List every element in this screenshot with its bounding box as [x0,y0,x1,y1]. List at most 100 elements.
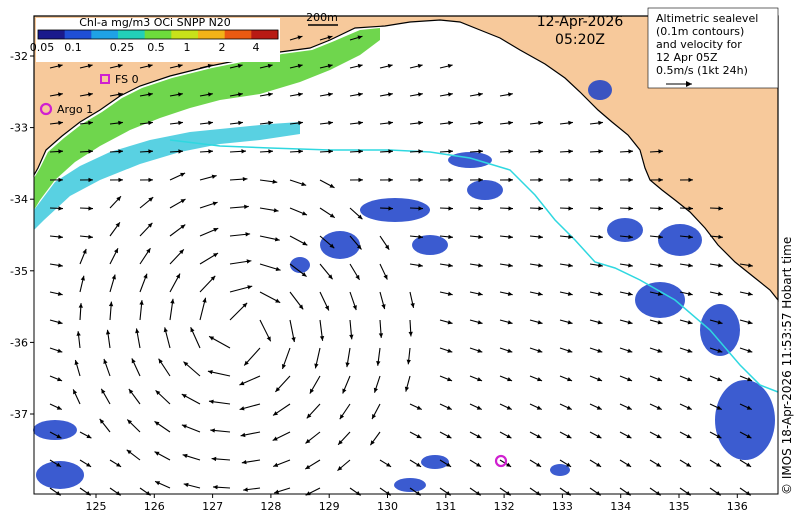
velocity-arrow [739,319,753,325]
velocity-arrow [289,63,303,69]
velocity-arrow [305,431,321,444]
velocity-arrow [408,319,413,337]
velocity-arrow [469,291,483,296]
velocity-arrow [679,234,693,240]
velocity-arrow [619,291,633,296]
velocity-arrows [49,35,753,496]
velocity-arrow [163,327,171,349]
legend-line-1: Altimetric sealevel [656,12,758,25]
velocity-arrow [649,459,662,468]
chlorophyll-patches [33,80,775,492]
colorbar-tick-label: 0.05 [30,41,55,54]
velocity-arrow [289,263,307,278]
y-tick-label: -32 [10,50,28,63]
velocity-arrow [373,375,381,393]
velocity-arrow [589,403,603,411]
velocity-arrow [314,347,321,369]
velocity-arrow [229,204,249,209]
velocity-arrow [709,263,723,268]
x-tick-label: 131 [435,500,456,513]
velocity-arrow [319,235,335,249]
chlorophyll-band-teal [34,122,300,230]
velocity-arrow [379,291,386,310]
velocity-arrow [619,347,633,353]
velocity-arrow [379,92,393,97]
velocity-arrow [241,459,261,465]
velocity-arrow [589,291,603,296]
velocity-arrow [409,459,422,468]
velocity-arrow [135,328,141,349]
velocity-arrow [199,297,207,321]
velocity-arrow [169,224,186,237]
velocity-arrow [529,347,543,353]
colorbar-swatches [38,30,279,39]
velocity-arrow [139,273,148,293]
velocity-arrow [559,459,572,468]
velocity-arrow [289,207,308,216]
velocity-arrow [126,449,141,461]
velocity-arrow [49,206,64,211]
velocity-arrow [259,235,280,242]
velocity-arrow [139,63,153,69]
velocity-arrow [349,63,363,69]
y-tick-label: -34 [10,193,28,206]
velocity-arrow [281,347,291,370]
velocity-arrow [319,120,333,126]
velocity-arrow [199,149,214,154]
velocity-arrow [109,120,123,126]
velocity-arrow [559,291,573,296]
velocity-arrow [49,459,62,468]
velocity-arrow [709,291,723,296]
velocity-arrow [181,424,201,433]
velocity-arrow [169,248,185,265]
velocity-arrow [109,221,121,237]
velocity-arrow [349,263,361,281]
velocity-arrow [469,319,483,325]
square-marker-icon [100,74,110,84]
velocity-arrow [649,403,663,411]
velocity-arrow [589,375,603,382]
velocity-arrow [199,275,216,293]
colorbar-tick-label: 0.5 [147,41,165,54]
velocity-arrow [679,177,694,183]
velocity-arrow [469,375,483,382]
colorbar-swatch [198,30,226,39]
velocity-arrow [439,120,453,126]
velocity-arrow [529,177,544,183]
x-tick-label: 129 [319,500,340,513]
velocity-arrow [306,403,321,419]
circle-marker-icon [39,102,53,116]
velocity-arrow [289,291,304,310]
velocity-arrow [139,247,151,265]
velocity-arrow [559,403,573,411]
colorbar-swatch [38,30,66,39]
velocity-arrow [559,347,573,353]
velocity-arrow [439,92,453,97]
velocity-arrow [169,120,183,126]
velocity-arrow [529,319,543,325]
velocity-arrow [559,375,573,382]
velocity-arrow [272,431,291,441]
legend-line-2: (0.1m contours) [656,25,744,38]
velocity-arrow [74,359,81,377]
map-frame [33,15,779,495]
marker-fs0[interactable]: FS 0 [100,73,139,86]
velocity-arrow [259,149,274,154]
marker-argo1[interactable]: Argo 1 [39,102,93,116]
velocity-arrow [679,431,692,439]
velocity-arrow [169,198,186,209]
velocity-arrow [183,482,201,489]
velocity-arrow [439,291,453,296]
velocity-arrow [739,403,753,411]
velocity-arrow [100,388,111,405]
velocity-arrow [289,235,308,246]
velocity-arrow [128,388,141,405]
velocity-arrow [469,120,483,126]
velocity-arrow [409,92,423,97]
velocity-arrow [709,234,723,240]
velocity-arrow [349,35,363,41]
marker-unlabeled[interactable] [494,454,508,468]
velocity-arrow [289,120,303,126]
x-tick-label: 133 [552,500,573,513]
